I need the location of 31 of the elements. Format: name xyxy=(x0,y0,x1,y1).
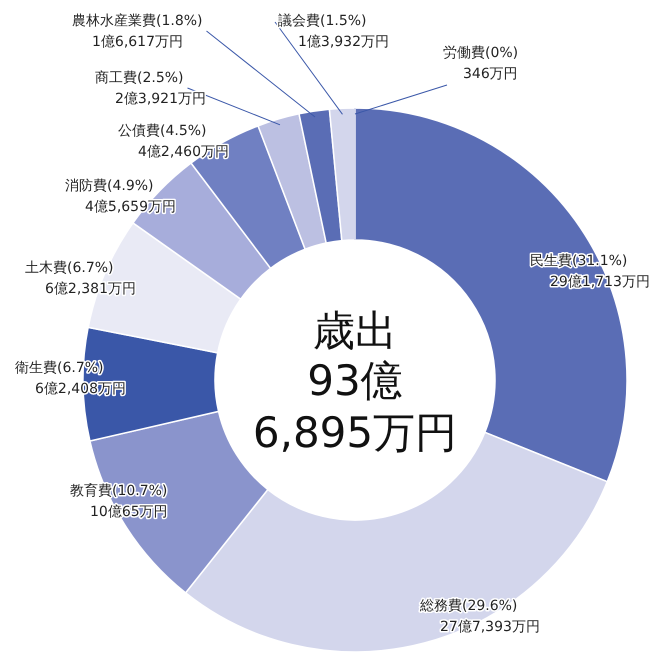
text: (0%) xyxy=(485,45,518,61)
slice-label: 議会費 xyxy=(278,13,320,29)
slice-label: 教育費 xyxy=(70,482,112,499)
data-label: (6.7%) xyxy=(67,260,114,276)
slice-label: 衛生費 xyxy=(15,360,57,376)
text: 1億6,617万円 xyxy=(92,34,183,50)
text: 10億65万円 xyxy=(90,504,168,520)
category-label: 労働費 xyxy=(443,45,485,61)
slice-label: 民生費 xyxy=(530,253,572,269)
text: 6億2,381万円 xyxy=(45,281,136,297)
slice-label: 商工費 xyxy=(95,70,137,86)
data-label: (1.5%) xyxy=(320,13,366,29)
slice-label: 総務費 xyxy=(419,598,462,614)
text: 歳出 xyxy=(313,306,397,355)
slice-label: 土木費 xyxy=(25,260,67,276)
text: 2億3,921万円 xyxy=(115,91,206,107)
slice-label: 消防費 xyxy=(65,178,107,194)
slice-label: 農林水産業費 xyxy=(72,13,156,29)
text: 4億2,460万円 xyxy=(138,144,229,160)
slice-label: 公債費 xyxy=(118,123,160,139)
data-label: (29.6%) xyxy=(462,598,518,614)
data-label: (10.7%) xyxy=(112,483,168,499)
text: 93億6,895万円 xyxy=(252,356,458,457)
text: 346万円 xyxy=(463,66,518,82)
text: 1億3,932万円 xyxy=(298,34,389,50)
text: 4億5,659万円 xyxy=(85,199,176,215)
data-label: (1.8%) xyxy=(156,13,202,29)
data-label: (2.5%) xyxy=(137,70,184,86)
data-label: (4.5%) xyxy=(160,123,206,139)
data-label: (4.9%) xyxy=(107,178,154,194)
text: 27億7,393万円 xyxy=(440,619,540,635)
